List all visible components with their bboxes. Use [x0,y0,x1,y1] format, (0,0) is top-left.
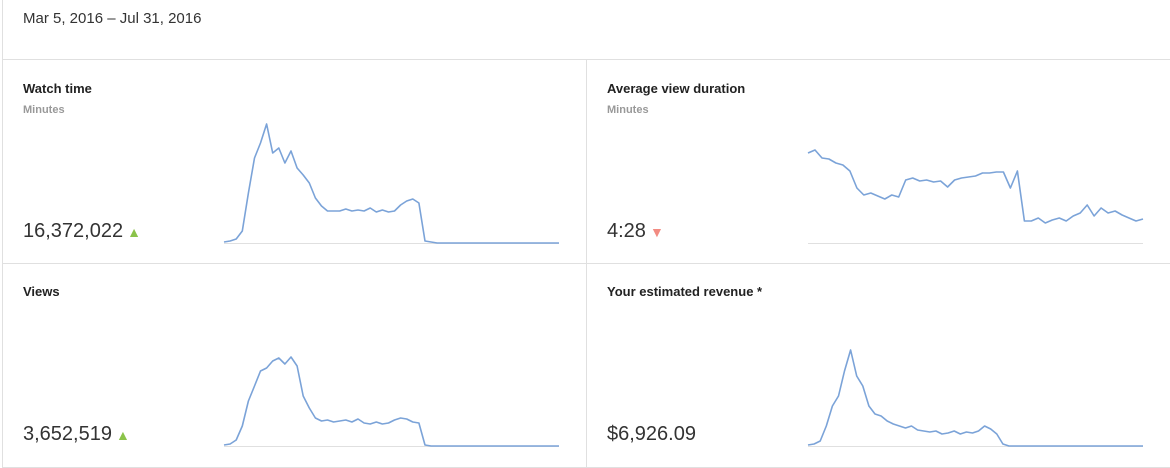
avg-view-duration-sparkline [807,149,1144,244]
revenue-sparkline [807,349,1143,447]
trend-up-icon: ▲ [127,224,141,240]
card-title: Average view duration [607,81,746,96]
series-line [807,349,1143,447]
date-range-header: Mar 5, 2016 – Jul 31, 2016 [2,0,1170,60]
card-title: Views [23,284,60,299]
card-value: $6,926.09 [607,423,696,446]
card-title: Watch time [23,81,92,96]
trend-down-icon: ▼ [649,224,664,240]
card-value: 4:28 ▼ [607,220,664,243]
metric-value: 16,372,022 [23,220,124,242]
card-average-view-duration[interactable]: Average view duration Minutes 4:28 ▼ [586,60,1170,264]
metric-value: 3,652,519 [23,423,112,445]
series-line [807,149,1144,224]
watch-time-sparkline [223,123,559,244]
card-value: 3,652,519 ▲ [23,423,130,446]
card-title: Your estimated revenue * [607,284,763,299]
series-line [223,123,559,244]
card-views[interactable]: Views 3,652,519 ▲ [2,263,586,468]
card-estimated-revenue[interactable]: Your estimated revenue * $6,926.09 [586,263,1170,468]
date-range[interactable]: Mar 5, 2016 – Jul 31, 2016 [23,10,202,27]
card-value: 16,372,022 ▲ [23,220,141,243]
metric-value: 4:28 [607,220,646,242]
trend-up-icon: ▲ [115,427,130,443]
card-subtitle: Minutes [23,104,65,116]
views-sparkline [223,356,559,447]
series-line [223,356,559,447]
metric-value: $6,926.09 [607,423,696,445]
card-subtitle: Minutes [607,104,649,116]
card-watch-time[interactable]: Watch time Minutes 16,372,022 ▲ [2,60,586,264]
